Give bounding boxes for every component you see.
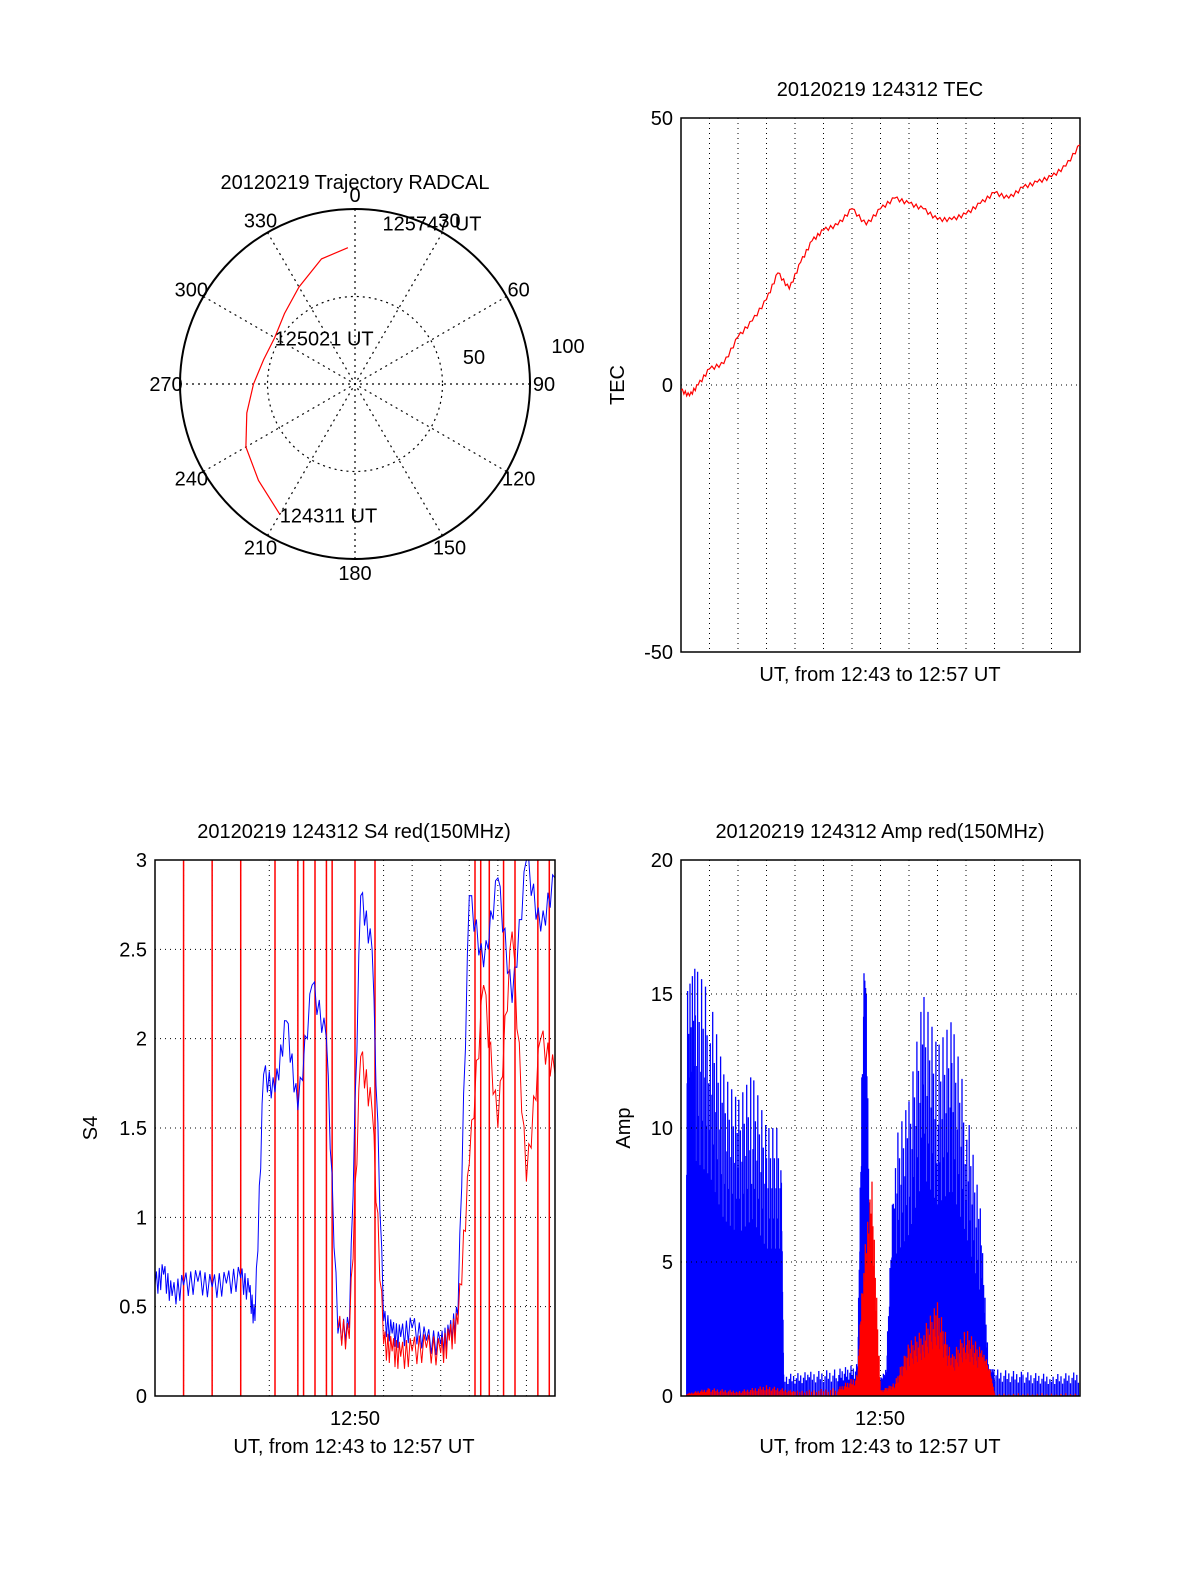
azimuth-tick-label: 330 (244, 210, 277, 232)
tec-panel: 20120219 124312 TEC 50 0 -50 TEC UT, from … (607, 79, 1081, 686)
tec-xlabel: UT, from 12:43 to 12:57 UT (759, 664, 1000, 686)
amp-xtick-1250: 12:50 (855, 1408, 905, 1430)
s4-xtick-1250: 12:50 (330, 1408, 380, 1430)
azimuth-tick-label: 270 (149, 374, 182, 396)
amp-panel: 20120219 124312 Amp red(150MHz) 0 5 10 15 20… (613, 821, 1081, 1458)
y-tick-label: 5 (662, 1252, 673, 1274)
tec-title: 20120219 124312 TEC (777, 79, 983, 101)
y-tick-label: 3 (136, 850, 147, 872)
azimuth-tick-label: 180 (338, 563, 371, 585)
y-tick-label: 0 (136, 1386, 147, 1408)
trajectory-time-label: 125747 UT (382, 214, 481, 236)
s4-red-series (337, 931, 556, 1369)
y-tick-label: 2.5 (119, 939, 147, 961)
polar-inner-ring (266, 295, 444, 473)
y-tick-label: 20 (651, 850, 673, 872)
radius-tick-100: 100 (551, 336, 584, 358)
trajectory-time-label: 125021 UT (275, 329, 374, 351)
amp-title: 20120219 124312 Amp red(150MHz) (715, 821, 1044, 843)
s4-panel: 20120219 124312 S4 red(150MHz) 0 0.5 1 1.5 2… (80, 821, 556, 1458)
azimuth-tick-label: 120 (502, 469, 535, 491)
s4-ylabel: S4 (80, 1116, 102, 1140)
y-tick-label: 50 (651, 108, 673, 130)
tec-ylabel: TEC (607, 365, 629, 405)
radius-tick-50: 50 (463, 347, 485, 369)
trajectory-track (245, 247, 349, 515)
azimuth-tick-label: 0 (349, 185, 360, 207)
y-tick-label: 1 (136, 1207, 147, 1229)
s4-title: 20120219 124312 S4 red(150MHz) (197, 821, 511, 843)
y-tick-label: 10 (651, 1118, 673, 1140)
azimuth-tick-label: 90 (533, 374, 555, 396)
azimuth-tick-label: 30 (438, 210, 460, 232)
y-tick-label: 15 (651, 984, 673, 1006)
y-tick-label: 0 (662, 1386, 673, 1408)
y-tick-label: 0 (662, 375, 673, 397)
tec-series-line (680, 144, 1081, 398)
trajectory-title: 20120219 Trajectory RADCAL (220, 172, 489, 194)
azimuth-tick-label: 150 (433, 538, 466, 560)
y-tick-label: 2 (136, 1029, 147, 1051)
azimuth-tick-label: 240 (175, 469, 208, 491)
polar-spoke (266, 232, 444, 536)
azimuth-tick-label: 300 (175, 280, 208, 302)
trajectory-time-label: 124311 UT (280, 505, 377, 527)
y-tick-label: 0.5 (119, 1297, 147, 1319)
s4-xlabel: UT, from 12:43 to 12:57 UT (233, 1436, 474, 1458)
trajectory-polar-panel: 20120219 Trajectory RADCAL 0 30 60 90 120 150… (149, 172, 584, 585)
amp-xlabel: UT, from 12:43 to 12:57 UT (759, 1436, 1000, 1458)
y-tick-label: 1.5 (119, 1118, 147, 1140)
amp-blue-series (686, 968, 1080, 1396)
azimuth-tick-label: 210 (244, 538, 277, 560)
amp-ylabel: Amp (613, 1107, 635, 1148)
y-tick-label: -50 (644, 642, 673, 664)
azimuth-tick-label: 60 (508, 280, 530, 302)
